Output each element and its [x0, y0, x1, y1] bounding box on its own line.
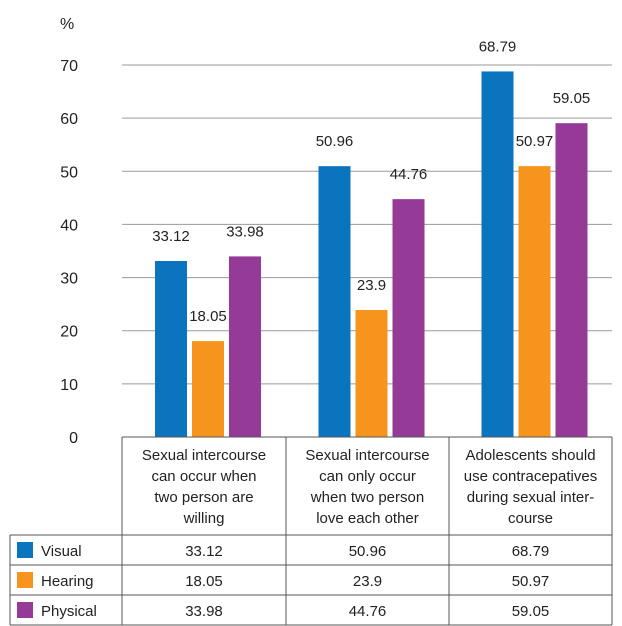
legend-swatch-visual [17, 542, 33, 558]
category-label: two person are [154, 489, 253, 506]
table-value-cell: 50.97 [512, 573, 550, 590]
bar-value-label: 50.96 [316, 133, 354, 150]
y-tick-label: 0 [69, 430, 78, 447]
bar-value-label: 59.05 [553, 90, 591, 107]
category-label: Sexual intercourse [305, 447, 429, 464]
bar-physical [555, 123, 588, 437]
category-label: Adolescents should [465, 447, 595, 464]
table-value-cell: 68.79 [512, 543, 550, 560]
bar-value-label: 33.98 [226, 223, 264, 240]
y-tick-label: 70 [60, 58, 78, 75]
legend-label: Visual [41, 543, 82, 560]
data-table: Sexual intercourse can occur when two pers… [9, 436, 613, 626]
y-tick-label: 20 [60, 324, 78, 341]
table-value-cell: 23.9 [353, 573, 382, 590]
category-label: Sexual intercourse [142, 447, 266, 464]
bar-value-label: 18.05 [189, 308, 227, 325]
category-label: love each other [316, 510, 419, 527]
y-tick-label: 30 [60, 271, 78, 288]
bar-value-label: 33.12 [152, 228, 190, 245]
bar-visual [481, 71, 514, 437]
bar-hearing [518, 166, 551, 437]
legend-swatch-physical [17, 602, 33, 618]
legend-swatch-hearing [17, 572, 33, 588]
bar-value-label: 50.97 [516, 133, 554, 150]
bar-value-label: 23.9 [357, 277, 386, 294]
y-tick-label: 40 [60, 217, 78, 234]
table-value-cell: 33.98 [185, 603, 223, 620]
table-value-cell: 50.96 [349, 543, 387, 560]
category-label: can occur when [151, 468, 256, 485]
legend-label: Physical [41, 603, 97, 620]
table-value-cell: 33.12 [185, 543, 223, 560]
bar-value-label: 68.79 [479, 38, 517, 55]
table-value-cell: 59.05 [512, 603, 550, 620]
y-tick-label: 10 [60, 377, 78, 394]
category-label: when two person [310, 489, 424, 506]
category-label: willing [183, 510, 225, 527]
category-label: course [508, 510, 553, 527]
bars [155, 71, 588, 437]
bar-hearing [355, 309, 388, 437]
gridlines [122, 64, 612, 385]
table-value-cell: 44.76 [349, 603, 387, 620]
bar-physical [392, 199, 425, 437]
legend-label: Hearing [41, 573, 94, 590]
category-label: use contracepatives [464, 468, 597, 485]
category-label: during sexual inter- [467, 489, 595, 506]
bar-value-labels: 33.12 50.96 68.79 18.05 23.9 50.97 33.98 44.76 5… [152, 38, 590, 325]
y-tick-label: 60 [60, 111, 78, 128]
y-axis-unit-label: % [60, 16, 74, 33]
table-value-cell: 18.05 [185, 573, 223, 590]
category-label: can only occur [319, 468, 416, 485]
bar-value-label: 44.76 [390, 166, 428, 183]
bar-hearing [192, 341, 224, 437]
y-axis-ticks: 0 10 20 30 40 50 60 70 [60, 58, 78, 447]
bar-physical [229, 256, 261, 437]
bar-visual [155, 260, 187, 437]
y-tick-label: 50 [60, 164, 78, 181]
bar-visual [318, 166, 351, 437]
